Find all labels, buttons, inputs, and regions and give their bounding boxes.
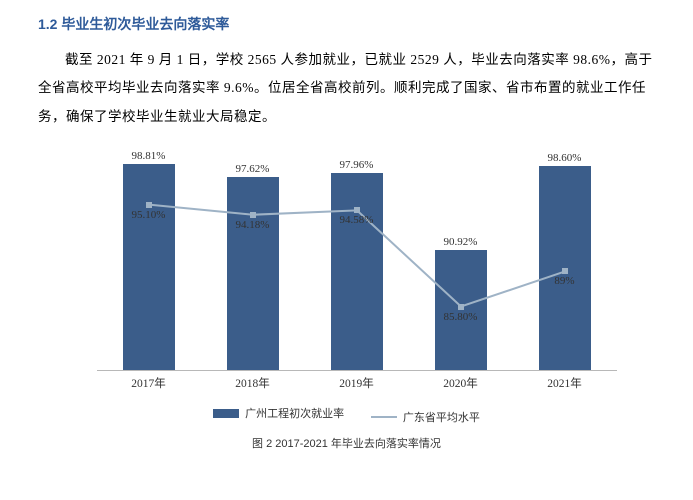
employment-rate-chart: 98.81%97.62%97.96%90.92%98.60%95.10%94.1… (67, 141, 627, 401)
line-value-label: 95.10% (132, 209, 166, 221)
chart-legend: 广州工程初次就业率 广东省平均水平 (38, 405, 655, 425)
line-series (97, 151, 617, 370)
x-axis-label: 2019年 (339, 375, 374, 391)
x-axis-label: 2020年 (443, 375, 478, 391)
line-marker (354, 207, 360, 213)
line-marker (458, 304, 464, 310)
line-value-label: 94.58% (340, 214, 374, 226)
line-marker (146, 202, 152, 208)
section-heading: 1.2 毕业生初次毕业去向落实率 (38, 14, 655, 34)
legend-label-line: 广东省平均水平 (403, 409, 480, 425)
legend-item-line: 广东省平均水平 (371, 409, 480, 425)
x-axis-label: 2018年 (235, 375, 270, 391)
legend-swatch-line (371, 416, 397, 418)
x-axis-label: 2017年 (131, 375, 166, 391)
chart-caption: 图 2 2017-2021 年毕业去向落实率情况 (38, 435, 655, 451)
line-marker (250, 212, 256, 218)
x-axis-label: 2021年 (547, 375, 582, 391)
line-marker (562, 268, 568, 274)
line-value-label: 89% (554, 275, 574, 287)
legend-swatch-bar (213, 409, 239, 418)
body-paragraph: 截至 2021 年 9 月 1 日，学校 2565 人参加就业，已就业 2529… (38, 46, 655, 131)
line-value-label: 94.18% (236, 219, 270, 231)
legend-label-bar: 广州工程初次就业率 (245, 405, 344, 421)
legend-item-bar: 广州工程初次就业率 (213, 405, 344, 421)
line-value-label: 85.80% (444, 311, 478, 323)
